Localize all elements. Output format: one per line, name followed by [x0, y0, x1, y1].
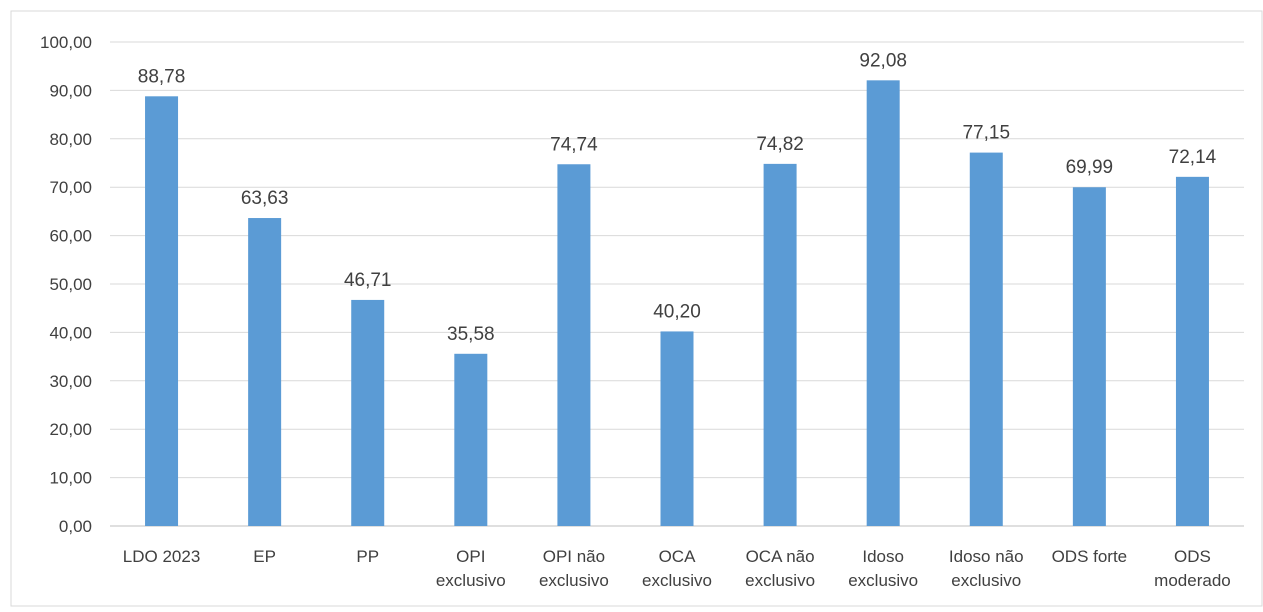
data-label: 69,99 — [1066, 157, 1114, 178]
x-tick-label: exclusivo — [436, 571, 506, 590]
y-axis-tick-labels: 0,00 10,00 20,00 30,00 40,00 50,00 60,00 70,00 8… — [40, 33, 92, 536]
bar — [660, 331, 694, 526]
y-tick-label: 40,00 — [49, 323, 92, 342]
y-tick-label: 100,00 — [40, 33, 92, 52]
x-tick-label: moderado — [1154, 571, 1231, 590]
bar — [1072, 187, 1106, 526]
data-label: 35,58 — [447, 324, 495, 345]
x-tick-label: EP — [253, 547, 276, 566]
x-axis-tick-labels: LDO 2023 EP PP OPI exclusivo OPI não exclusivo… — [123, 547, 1231, 590]
data-label: 77,15 — [962, 123, 1010, 144]
bar — [145, 96, 179, 526]
bar — [351, 299, 385, 526]
x-tick-label: OCA não — [746, 547, 815, 566]
y-tick-label: 60,00 — [49, 227, 92, 246]
bar — [248, 218, 282, 526]
x-tick-label: LDO 2023 — [123, 547, 201, 566]
bar — [866, 80, 900, 527]
bars — [145, 80, 1209, 527]
data-labels: 88,78 63,63 46,71 35,58 74,74 40,20 74,82 92,08… — [138, 50, 1217, 344]
y-tick-label: 50,00 — [49, 275, 92, 294]
x-tick-label: exclusivo — [642, 571, 712, 590]
x-tick-label: PP — [356, 547, 379, 566]
bar — [969, 152, 1003, 526]
bar — [454, 353, 488, 526]
x-tick-label: exclusivo — [951, 571, 1021, 590]
y-tick-label: 70,00 — [49, 178, 92, 197]
data-label: 46,71 — [344, 270, 392, 291]
data-label: 72,14 — [1169, 147, 1217, 168]
data-label: 74,82 — [756, 134, 804, 155]
gridlines — [110, 41, 1244, 527]
x-tick-label: ODS — [1174, 547, 1211, 566]
y-tick-label: 30,00 — [49, 372, 92, 391]
x-tick-label: exclusivo — [539, 571, 609, 590]
x-tick-label: OPI — [456, 547, 485, 566]
data-label: 88,78 — [138, 66, 186, 87]
x-tick-label: Idoso — [862, 547, 904, 566]
data-label: 92,08 — [859, 50, 907, 71]
data-label: 63,63 — [241, 188, 289, 209]
y-tick-label: 90,00 — [49, 81, 92, 100]
bar — [763, 163, 797, 526]
y-tick-label: 0,00 — [59, 517, 92, 536]
data-label: 40,20 — [653, 301, 701, 322]
x-tick-label: OPI não — [543, 547, 605, 566]
bar — [1175, 176, 1209, 526]
y-tick-label: 80,00 — [49, 130, 92, 149]
data-label: 74,74 — [550, 134, 598, 155]
y-tick-label: 20,00 — [49, 420, 92, 439]
bar — [557, 164, 591, 526]
x-tick-label: exclusivo — [745, 571, 815, 590]
x-tick-label: ODS forte — [1052, 547, 1128, 566]
x-tick-label: Idoso não — [949, 547, 1024, 566]
x-tick-label: OCA — [659, 547, 697, 566]
y-tick-label: 10,00 — [49, 469, 92, 488]
x-tick-label: exclusivo — [848, 571, 918, 590]
chart-frame — [10, 10, 1263, 607]
